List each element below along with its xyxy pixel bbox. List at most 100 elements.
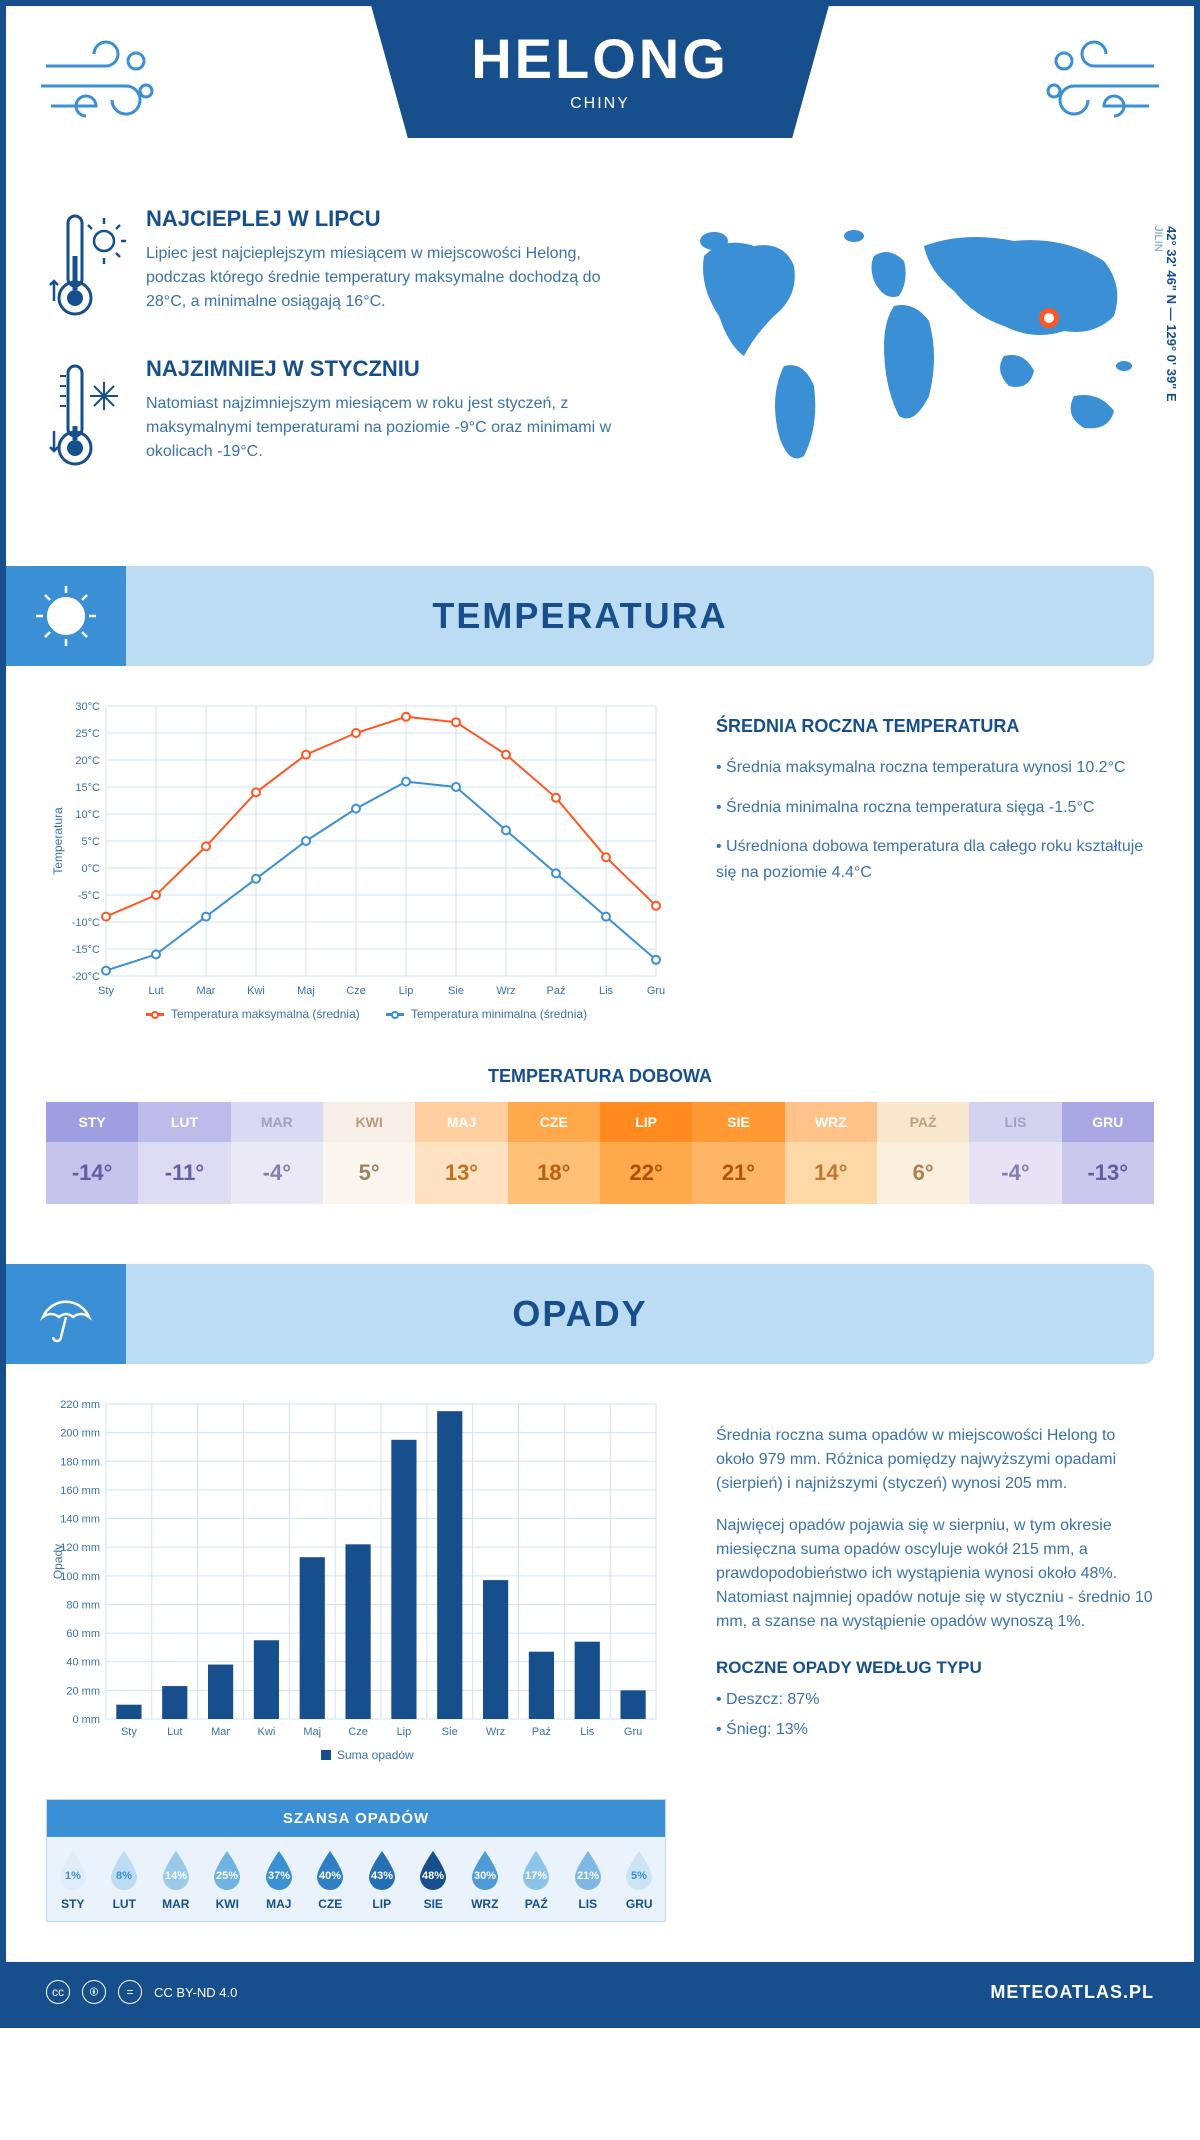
drop-icon: 25% <box>210 1849 244 1891</box>
footer-left: cc 🅯 = CC BY-ND 4.0 <box>46 1980 237 2004</box>
svg-text:25%: 25% <box>216 1870 238 1882</box>
svg-text:Opady: Opady <box>51 1544 65 1579</box>
daily-month: KWI <box>323 1102 415 1142</box>
svg-text:Temperatura maksymalna (średni: Temperatura maksymalna (średnia) <box>171 1007 360 1021</box>
svg-text:Gru: Gru <box>624 1726 642 1738</box>
svg-text:Temperatura: Temperatura <box>51 807 65 875</box>
svg-text:14%: 14% <box>165 1870 187 1882</box>
drop-icon: 30% <box>468 1849 502 1891</box>
hot-text: NAJCIEPLEJ W LIPCU Lipiec jest najcieple… <box>146 206 614 326</box>
drop-icon: 17% <box>519 1849 553 1891</box>
chance-cell: 21% LIS <box>562 1837 614 1921</box>
svg-text:30°C: 30°C <box>75 701 100 713</box>
sun-icon-box <box>6 566 126 666</box>
temp-section: -20°C-15°C-10°C-5°C0°C5°C10°C15°C20°C25°… <box>6 696 1194 1244</box>
intro-section: NAJCIEPLEJ W LIPCU Lipiec jest najcieple… <box>6 186 1194 546</box>
cold-block: NAJZIMNIEJ W STYCZNIU Natomiast najzimni… <box>46 356 614 476</box>
precip-section-header: OPADY <box>6 1264 1154 1364</box>
chance-cell: 5% GRU <box>614 1837 666 1921</box>
drop-icon: 37% <box>262 1849 296 1891</box>
intro-text-column: NAJCIEPLEJ W LIPCU Lipiec jest najcieple… <box>46 206 614 506</box>
daily-month: SIE <box>692 1102 784 1142</box>
by-type-item: • Deszcz: 87% <box>716 1688 1154 1712</box>
temp-bullet: • Uśredniona dobowa temperatura dla całe… <box>716 834 1154 885</box>
svg-text:Lis: Lis <box>580 1726 595 1738</box>
daily-temp-values: -14°-11°-4°5°13°18°22°21°14°6°-4°-13° <box>46 1142 1154 1204</box>
svg-text:20°C: 20°C <box>75 755 100 767</box>
daily-month: MAJ <box>415 1102 507 1142</box>
wind-icon-left <box>36 36 166 126</box>
svg-text:-20°C: -20°C <box>72 971 100 983</box>
svg-text:Temperatura minimalna (średnia: Temperatura minimalna (średnia) <box>411 1007 587 1021</box>
daily-month: CZE <box>508 1102 600 1142</box>
svg-text:40 mm: 40 mm <box>66 1657 100 1669</box>
temp-section-header: TEMPERATURA <box>6 566 1154 666</box>
chance-cell: 40% CZE <box>305 1837 357 1921</box>
svg-text:Maj: Maj <box>303 1726 321 1738</box>
daily-value: 5° <box>323 1142 415 1204</box>
chance-cell: 48% SIE <box>408 1837 460 1921</box>
svg-text:Suma opadów: Suma opadów <box>337 1748 414 1762</box>
svg-text:160 mm: 160 mm <box>60 1485 100 1497</box>
drop-icon: 14% <box>159 1849 193 1891</box>
nd-icon: = <box>118 1980 142 2004</box>
svg-text:17%: 17% <box>525 1870 547 1882</box>
chance-month: GRU <box>614 1897 666 1911</box>
region-label: JILIN <box>1152 226 1164 252</box>
svg-text:15°C: 15°C <box>75 782 100 794</box>
svg-text:Lip: Lip <box>399 985 414 997</box>
world-map-icon <box>654 206 1154 486</box>
daily-value: 18° <box>508 1142 600 1204</box>
chance-month: MAJ <box>253 1897 305 1911</box>
chance-row: 1% STY 8% LUT 14% MAR <box>47 1837 665 1921</box>
svg-text:Mar: Mar <box>197 985 216 997</box>
precip-chart: 0 mm20 mm40 mm60 mm80 mm100 mm120 mm140 … <box>46 1394 666 1774</box>
cold-text: NAJZIMNIEJ W STYCZNIU Natomiast najzimni… <box>146 356 614 476</box>
temp-content: -20°C-15°C-10°C-5°C0°C5°C10°C15°C20°C25°… <box>46 696 1154 1036</box>
wind-icon-right <box>1034 36 1164 126</box>
chance-cell: 8% LUT <box>99 1837 151 1921</box>
chance-cell: 1% STY <box>47 1837 99 1921</box>
chance-month: LIP <box>356 1897 408 1911</box>
svg-text:Kwi: Kwi <box>247 985 265 997</box>
daily-value: 14° <box>785 1142 877 1204</box>
chance-month: WRZ <box>459 1897 511 1911</box>
svg-text:5%: 5% <box>631 1870 647 1882</box>
precip-content: 0 mm20 mm40 mm60 mm80 mm100 mm120 mm140 … <box>46 1394 1154 1922</box>
chance-month: SIE <box>408 1897 460 1911</box>
svg-text:60 mm: 60 mm <box>66 1628 100 1640</box>
daily-value: 6° <box>877 1142 969 1204</box>
cold-desc: Natomiast najzimniejszym miesiącem w rok… <box>146 392 614 464</box>
daily-value: -13° <box>1062 1142 1154 1204</box>
precip-right: Średnia roczna suma opadów w miejscowośc… <box>716 1394 1154 1922</box>
daily-temp-title: TEMPERATURA DOBOWA <box>46 1066 1154 1087</box>
daily-value: -4° <box>969 1142 1061 1204</box>
temp-title: TEMPERATURA <box>126 595 1034 637</box>
daily-value: -4° <box>231 1142 323 1204</box>
daily-month: PAŹ <box>877 1102 969 1142</box>
precip-left: 0 mm20 mm40 mm60 mm80 mm100 mm120 mm140 … <box>46 1394 666 1922</box>
chance-cell: 17% PAŹ <box>511 1837 563 1921</box>
chance-cell: 37% MAJ <box>253 1837 305 1921</box>
svg-text:140 mm: 140 mm <box>60 1514 100 1526</box>
chance-month: STY <box>47 1897 99 1911</box>
svg-text:21%: 21% <box>577 1870 599 1882</box>
svg-text:37%: 37% <box>268 1870 290 1882</box>
svg-text:25°C: 25°C <box>75 728 100 740</box>
chance-cell: 30% WRZ <box>459 1837 511 1921</box>
city-name: HELONG <box>471 26 729 91</box>
drop-icon: 43% <box>365 1849 399 1891</box>
svg-text:-15°C: -15°C <box>72 944 100 956</box>
svg-text:0 mm: 0 mm <box>73 1714 101 1726</box>
svg-text:Cze: Cze <box>348 1726 368 1738</box>
by-icon: 🅯 <box>82 1980 106 2004</box>
svg-text:Lis: Lis <box>599 985 614 997</box>
svg-text:10°C: 10°C <box>75 809 100 821</box>
svg-text:Maj: Maj <box>297 985 315 997</box>
chance-cell: 43% LIP <box>356 1837 408 1921</box>
svg-text:8%: 8% <box>116 1870 132 1882</box>
header: HELONG CHINY <box>6 6 1194 186</box>
chance-month: CZE <box>305 1897 357 1911</box>
daily-value: 13° <box>415 1142 507 1204</box>
chance-month: KWI <box>202 1897 254 1911</box>
